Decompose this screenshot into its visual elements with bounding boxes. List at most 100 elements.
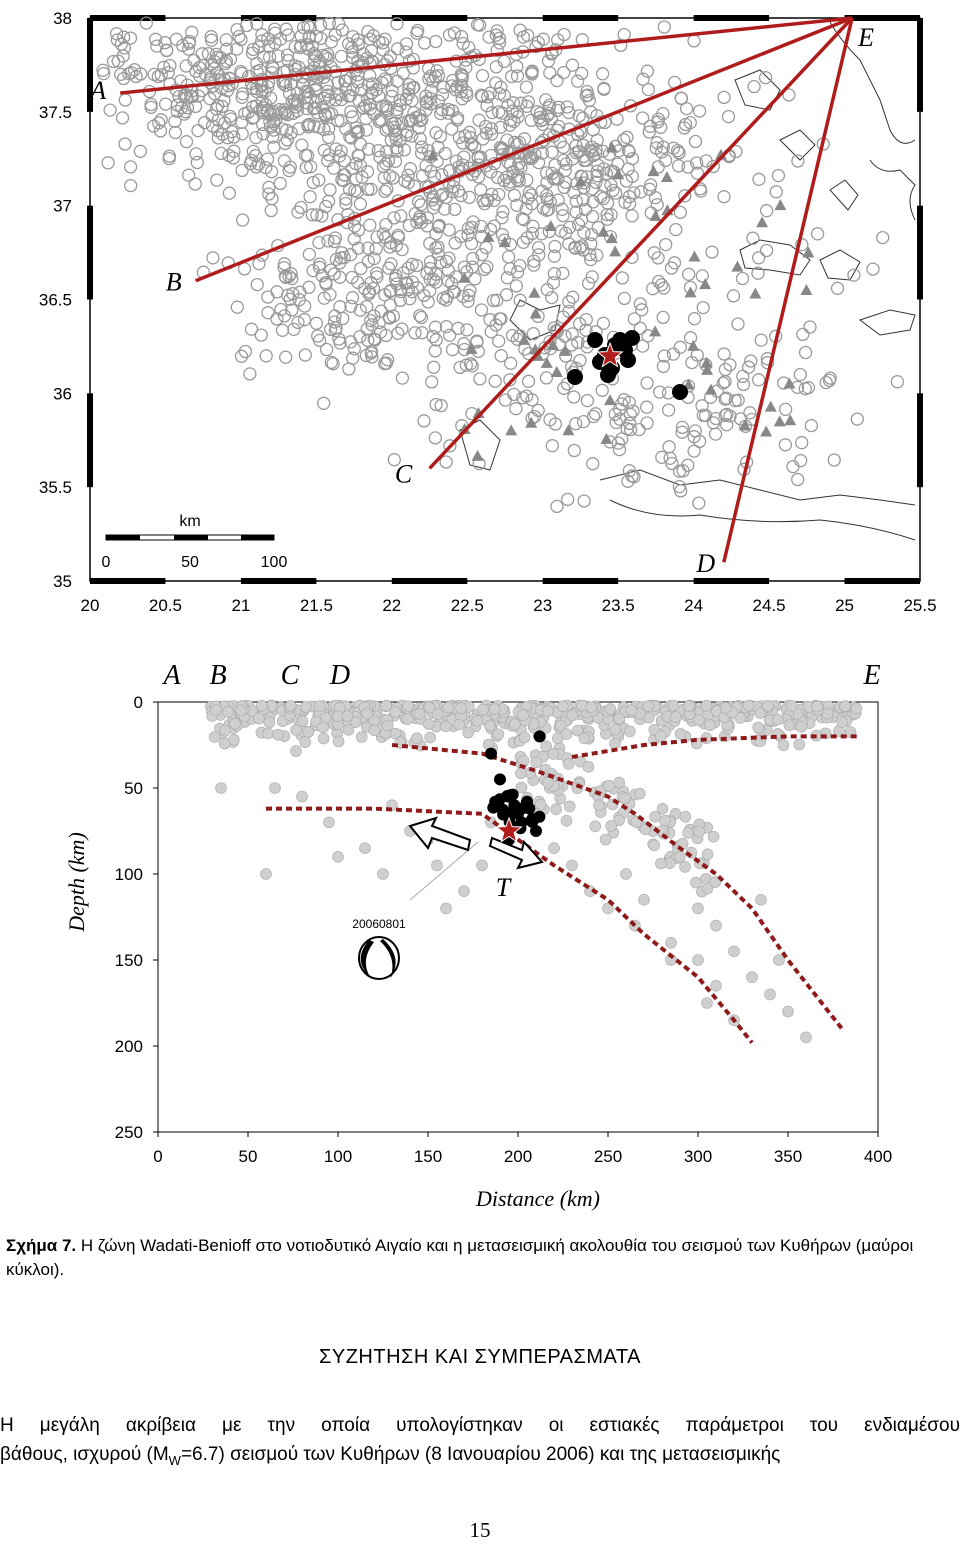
section-shallow-event bbox=[683, 700, 696, 712]
map-event bbox=[372, 115, 386, 129]
map-event bbox=[426, 272, 441, 287]
section-slab-event bbox=[693, 825, 706, 838]
map-event bbox=[232, 29, 246, 44]
frame-tick bbox=[87, 205, 93, 300]
map-event bbox=[162, 151, 176, 166]
map-event bbox=[298, 348, 312, 362]
map-event bbox=[308, 101, 322, 115]
section-shallow-event bbox=[560, 728, 573, 740]
map-event bbox=[277, 103, 291, 117]
map-event bbox=[678, 189, 692, 203]
map-event bbox=[796, 327, 810, 342]
map-event bbox=[510, 105, 524, 119]
map-event bbox=[682, 267, 696, 281]
caption-text: Η ζώνη Wadati-Benioff στο νοτιοδυτικό Αι… bbox=[6, 1236, 914, 1279]
map-event bbox=[723, 358, 737, 372]
station-triangle bbox=[701, 363, 714, 375]
map-event bbox=[244, 153, 259, 168]
map-event bbox=[524, 113, 538, 128]
map-event bbox=[394, 209, 408, 223]
map-event bbox=[443, 439, 457, 453]
map-event bbox=[550, 324, 564, 339]
map-event bbox=[181, 42, 196, 56]
coast-segment bbox=[829, 179, 859, 211]
map-event bbox=[474, 150, 488, 164]
map-event bbox=[513, 23, 527, 37]
map-event bbox=[717, 90, 731, 105]
map-event bbox=[342, 362, 356, 376]
map-event bbox=[235, 213, 250, 227]
map-event bbox=[443, 328, 457, 342]
map-event bbox=[152, 116, 166, 130]
map-event bbox=[720, 418, 734, 432]
map-event bbox=[570, 74, 585, 88]
map-event bbox=[617, 291, 632, 306]
map-event bbox=[494, 349, 508, 363]
map-event bbox=[657, 20, 671, 34]
map-event bbox=[279, 78, 293, 93]
scale-bar-unit: km bbox=[179, 513, 200, 530]
map-event bbox=[495, 211, 509, 225]
section-aftershock bbox=[533, 730, 546, 743]
map-event bbox=[215, 99, 229, 114]
map-event bbox=[423, 255, 438, 269]
map-event bbox=[261, 306, 275, 320]
map-event bbox=[623, 422, 638, 437]
section-event bbox=[638, 893, 650, 906]
section-slab-event bbox=[659, 814, 671, 827]
map-event bbox=[390, 17, 404, 31]
map-event bbox=[395, 242, 409, 257]
map-event bbox=[596, 191, 610, 206]
map-event bbox=[721, 109, 736, 124]
section-event bbox=[746, 971, 758, 984]
map-event bbox=[432, 219, 446, 234]
section-slab-event bbox=[633, 787, 646, 800]
map-event bbox=[566, 290, 580, 304]
map-event bbox=[335, 173, 349, 187]
map-event bbox=[111, 54, 125, 68]
map-event bbox=[622, 144, 636, 159]
map-event bbox=[548, 239, 562, 254]
section-event bbox=[773, 954, 785, 966]
map-event bbox=[179, 59, 193, 73]
map-event bbox=[391, 230, 406, 245]
map-event bbox=[387, 453, 401, 467]
map-event bbox=[351, 148, 365, 163]
map-event bbox=[453, 360, 467, 375]
map-event bbox=[234, 349, 249, 363]
section-shallow-event bbox=[785, 700, 798, 712]
map-event bbox=[329, 93, 343, 107]
map-event bbox=[636, 72, 650, 86]
section-slab-event bbox=[562, 758, 575, 770]
map-event bbox=[214, 146, 228, 161]
section-mainshock-star bbox=[495, 816, 523, 843]
station-triangle bbox=[528, 286, 541, 298]
section-shallow-event bbox=[609, 723, 622, 736]
station-triangle bbox=[756, 216, 769, 228]
map-event bbox=[321, 47, 335, 62]
map-event bbox=[344, 105, 358, 119]
section-x-tick: 300 bbox=[684, 1147, 712, 1166]
map-event bbox=[633, 321, 647, 335]
map-event bbox=[428, 197, 443, 211]
map-event bbox=[430, 154, 444, 168]
map-star-icon bbox=[596, 341, 624, 368]
map-event bbox=[283, 160, 297, 174]
map-event bbox=[657, 349, 671, 363]
station-triangle bbox=[574, 175, 587, 187]
map-event bbox=[662, 440, 676, 454]
map-event bbox=[129, 69, 143, 84]
map-event bbox=[654, 145, 669, 159]
map-event bbox=[267, 105, 281, 119]
coast-segment bbox=[858, 309, 916, 336]
map-event bbox=[394, 284, 408, 299]
station-triangle bbox=[688, 250, 701, 262]
map-event bbox=[353, 197, 368, 211]
map-event bbox=[285, 303, 299, 317]
map-event bbox=[718, 362, 733, 377]
section-event bbox=[755, 893, 767, 906]
station-triangle bbox=[687, 339, 700, 351]
map-event bbox=[283, 292, 297, 306]
map-event bbox=[402, 77, 417, 92]
map-event bbox=[695, 399, 709, 413]
